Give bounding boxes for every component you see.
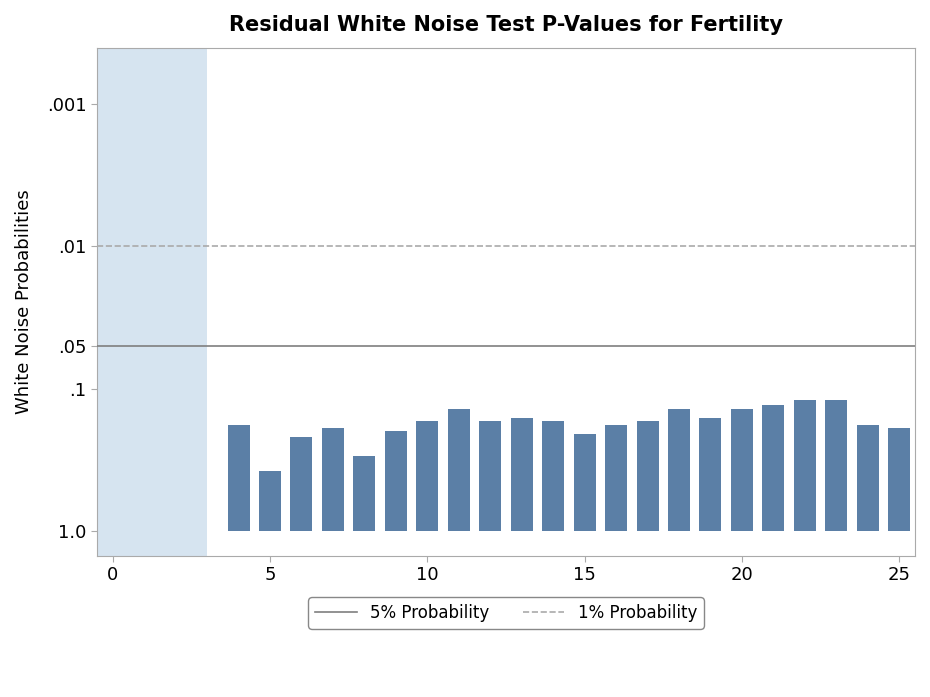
Bar <box>636 421 658 530</box>
Bar <box>605 424 627 530</box>
Bar <box>794 400 816 530</box>
Bar <box>668 409 690 530</box>
Bar <box>731 409 753 530</box>
Bar <box>699 418 722 530</box>
Bar <box>228 424 249 530</box>
Bar <box>97 47 207 556</box>
Bar <box>479 421 501 530</box>
Bar <box>763 405 784 530</box>
Bar <box>322 428 344 530</box>
Bar <box>574 434 595 530</box>
Bar <box>259 471 281 530</box>
Bar <box>857 424 879 530</box>
Bar <box>888 428 910 530</box>
Bar <box>417 421 438 530</box>
X-axis label: Lag: Lag <box>487 598 525 618</box>
Bar <box>825 400 847 530</box>
Y-axis label: White Noise Probabilities: White Noise Probabilities <box>15 190 33 414</box>
Legend: 5% Probability, 1% Probability: 5% Probability, 1% Probability <box>309 597 704 629</box>
Bar <box>542 421 565 530</box>
Bar <box>385 431 406 530</box>
Bar <box>353 457 376 530</box>
Bar <box>447 409 470 530</box>
Bar <box>511 418 533 530</box>
Bar <box>290 437 312 530</box>
Title: Residual White Noise Test P-Values for Fertility: Residual White Noise Test P-Values for F… <box>229 15 783 35</box>
